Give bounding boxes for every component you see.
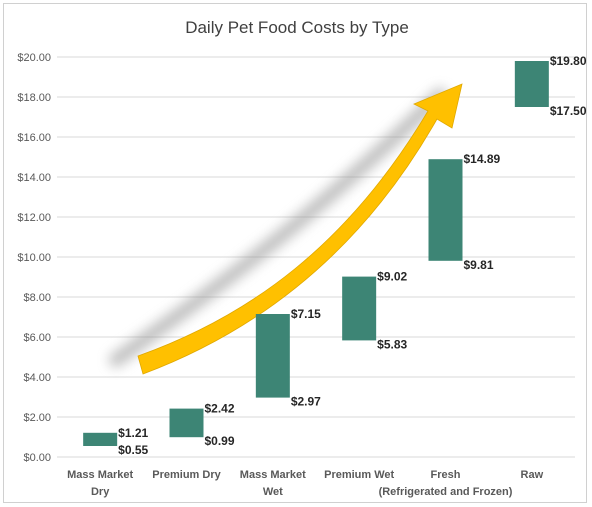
y-tick-label: $20.00: [17, 52, 51, 64]
y-tick-label: $18.00: [17, 92, 51, 104]
x-tick-label: (Refrigerated and Frozen): [379, 486, 513, 498]
low-value-label: $0.99: [205, 434, 235, 448]
range-bar: [514, 61, 549, 107]
range-bar: [169, 408, 204, 438]
y-tick-label: $16.00: [17, 132, 51, 144]
y-tick-label: $8.00: [23, 292, 51, 304]
x-tick-label: Raw: [521, 469, 544, 481]
range-bar: [83, 432, 118, 446]
x-tick-label: Mass Market: [240, 469, 306, 481]
x-tick-label: Premium Dry: [152, 469, 221, 481]
high-value-label: $7.15: [291, 307, 321, 321]
trend-arrow-shape: [137, 83, 463, 375]
low-value-label: $0.55: [118, 443, 148, 457]
low-value-label: $9.81: [464, 258, 494, 272]
high-value-label: $9.02: [377, 270, 407, 284]
high-value-label: $2.42: [205, 402, 235, 416]
x-tick-label: Fresh: [431, 469, 461, 481]
x-axis-tick-labels: Mass Market Dry Premium Dry Mass Market Wet P…: [67, 469, 543, 498]
chart-title: Daily Pet Food Costs by Type: [185, 18, 409, 37]
y-axis-tick-labels: $0.00 $2.00 $4.00 $6.00 $8.00 $10.00 $12.00 $14…: [17, 52, 51, 464]
x-tick-label: Premium Wet: [324, 469, 394, 481]
range-bar: [428, 159, 463, 261]
trend-arrow-shadow: [109, 88, 447, 367]
y-tick-label: $10.00: [17, 252, 51, 264]
data-labels: $1.21 $0.55 $2.42 $0.99 $7.15 $2.97 $9.02 $5.83…: [118, 54, 587, 457]
low-value-label: $17.50: [550, 104, 587, 118]
chart-frame: [3, 3, 587, 503]
y-tick-label: $4.00: [23, 372, 51, 384]
range-bars: [83, 61, 549, 446]
x-tick-label: Dry: [91, 486, 110, 498]
y-tick-label: $14.00: [17, 172, 51, 184]
high-value-label: $14.89: [464, 152, 501, 166]
trend-arrow: [109, 83, 463, 375]
high-value-label: $1.21: [118, 426, 148, 440]
gridlines: [57, 56, 575, 458]
range-bar: [255, 314, 290, 398]
range-bar: [342, 276, 377, 341]
x-tick-label: Wet: [263, 486, 283, 498]
low-value-label: $5.83: [377, 337, 407, 351]
y-tick-label: $2.00: [23, 412, 51, 424]
x-tick-label: Mass Market: [67, 469, 133, 481]
low-value-label: $2.97: [291, 395, 321, 409]
y-tick-label: $0.00: [23, 452, 51, 464]
y-tick-label: $6.00: [23, 332, 51, 344]
high-value-label: $19.80: [550, 54, 587, 68]
y-tick-label: $12.00: [17, 212, 51, 224]
